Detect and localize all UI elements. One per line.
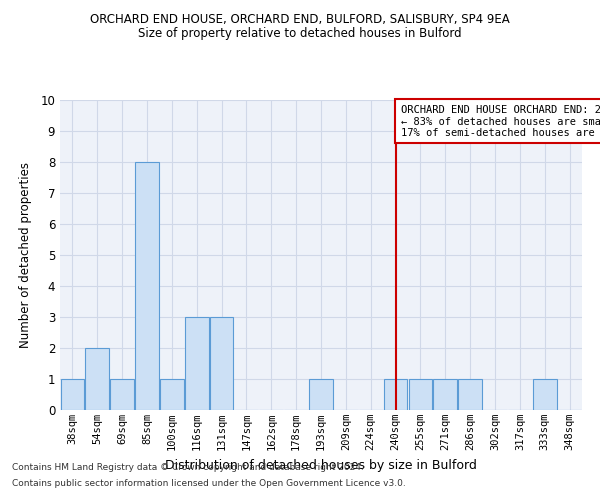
Text: ORCHARD END HOUSE, ORCHARD END, BULFORD, SALISBURY, SP4 9EA: ORCHARD END HOUSE, ORCHARD END, BULFORD,… [90,12,510,26]
Text: Contains public sector information licensed under the Open Government Licence v3: Contains public sector information licen… [12,478,406,488]
Bar [135,162,159,410]
Bar [458,379,482,410]
Bar [61,379,84,410]
Bar [160,379,184,410]
Bar [210,317,233,410]
Bar [85,348,109,410]
X-axis label: Distribution of detached houses by size in Bulford: Distribution of detached houses by size … [165,458,477,471]
Bar [433,379,457,410]
Bar [384,379,407,410]
Text: Contains HM Land Registry data © Crown copyright and database right 2024.: Contains HM Land Registry data © Crown c… [12,464,364,472]
Text: Size of property relative to detached houses in Bulford: Size of property relative to detached ho… [138,28,462,40]
Y-axis label: Number of detached properties: Number of detached properties [19,162,32,348]
Bar [110,379,134,410]
Bar [185,317,209,410]
Text: ORCHARD END HOUSE ORCHARD END: 249sqm
← 83% of detached houses are smaller (20)
: ORCHARD END HOUSE ORCHARD END: 249sqm ← … [401,104,600,138]
Bar [533,379,557,410]
Bar [409,379,432,410]
Bar [309,379,333,410]
